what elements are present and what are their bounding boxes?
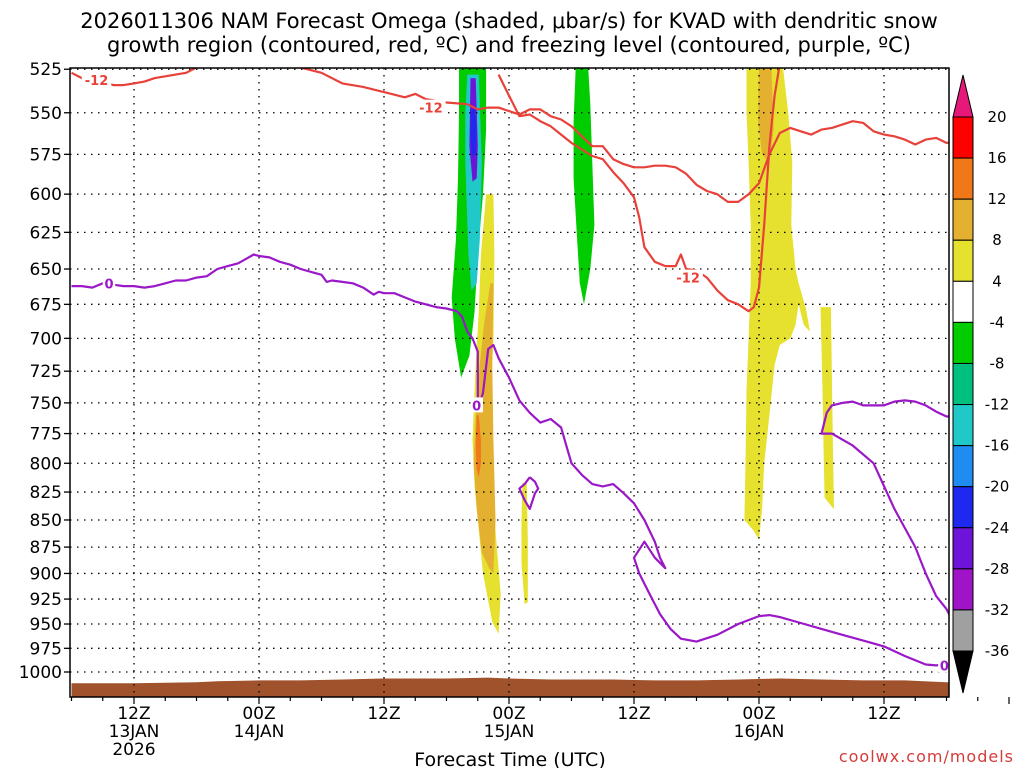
- terrain-layer: [71, 677, 949, 697]
- colorbar-bin-0: [952, 116, 974, 159]
- colorbar-label-0: 20: [987, 108, 1006, 126]
- terrain-fill: [71, 677, 949, 697]
- omega-area-7: [475, 415, 481, 478]
- colorbar-label-5: -4: [990, 313, 1005, 331]
- y-tick-label-700: 700: [30, 329, 62, 349]
- colorbar-label-1: 16: [987, 149, 1006, 167]
- x-tick-label-24-0: 12Z: [367, 704, 400, 724]
- colorbar-label-12: -32: [985, 601, 1010, 619]
- x-tick-label-36-0: 00Z: [492, 704, 525, 724]
- freezing-contour-loop: [820, 399, 949, 666]
- x-tick-label-0-2: 2026: [112, 740, 155, 760]
- contour-label-bg-2: [673, 269, 703, 285]
- x-tick-label-60-1: 16JAN: [734, 722, 785, 742]
- colorbar-bin-8: [952, 445, 974, 488]
- colorbar-bin-3: [952, 239, 974, 282]
- contour-label-1: -12: [419, 102, 443, 117]
- y-tick-label-825: 825: [30, 483, 62, 503]
- colorbar-bin-5: [952, 321, 974, 364]
- contour-label-3: 0: [104, 277, 113, 292]
- contour-label-5: 0: [940, 659, 949, 674]
- y-tick-label-550: 550: [30, 104, 62, 124]
- y-tick-label-675: 675: [30, 295, 62, 315]
- y-tick-label-775: 775: [30, 425, 62, 445]
- colorbar-label-8: -16: [985, 437, 1010, 455]
- colorbar-label-6: -8: [990, 354, 1005, 372]
- colorbar-bin-2: [952, 198, 974, 241]
- colorbar-bin-11: [952, 568, 974, 611]
- x-tick-label-0-1: 13JAN: [109, 722, 160, 742]
- chart-title-line-2: growth region (contoured, red, ºC) and f…: [107, 33, 911, 57]
- x-tick-label-36-1: 15JAN: [484, 722, 535, 742]
- colorbar-bin-10: [952, 527, 974, 570]
- contour-label-2: -12: [676, 272, 700, 287]
- grid-lines: [70, 68, 949, 697]
- omega-area-2: [465, 74, 482, 291]
- colorbar-bin-1: [952, 157, 974, 200]
- y-tick-label-850: 850: [30, 511, 62, 531]
- contour-label-bg-5: [938, 657, 951, 673]
- y-tick-label-525: 525: [30, 60, 62, 80]
- contour-label-bg-1: [416, 99, 446, 115]
- credit-text: coolwx.com/models: [839, 747, 1014, 766]
- omega-area-1: [573, 68, 595, 305]
- x-tick-label-72-0: 12Z: [867, 704, 900, 724]
- colorbar-bin-4: [952, 280, 974, 323]
- x-tick-label-12-1: 14JAN: [234, 722, 285, 742]
- colorbar-label-13: -36: [985, 642, 1010, 660]
- colorbar-label-10: -24: [985, 519, 1010, 537]
- colorbar-bin-7: [952, 404, 974, 447]
- dendritic-contour-upper: [71, 68, 949, 203]
- plot-frame: [69, 67, 950, 698]
- y-tick-label-900: 900: [30, 564, 62, 584]
- chart-title-line-1: 2026011306 NAM Forecast Omega (shaded, μ…: [80, 9, 938, 33]
- x-tick-label-60-0: 00Z: [742, 704, 775, 724]
- omega-area-6: [473, 283, 496, 574]
- y-tick-label-1000: 1000: [19, 663, 62, 683]
- x-tick-label-12-0: 00Z: [242, 704, 275, 724]
- colorbar-top-arrow: [952, 74, 974, 118]
- omega-area-11: [820, 307, 834, 509]
- colorbar-bin-6: [952, 362, 974, 406]
- y-tick-label-725: 725: [30, 362, 62, 382]
- y-tick-label-950: 950: [30, 615, 62, 635]
- colorbar-label-3: 8: [992, 231, 1002, 249]
- contour-labels: -12 -12 -12 0 0 0: [81, 71, 951, 674]
- x-tick-label-48-0: 12Z: [617, 704, 650, 724]
- contour-label-4: 0: [472, 399, 481, 414]
- freezing-contour-main: [71, 253, 947, 667]
- y-tick-label-800: 800: [30, 454, 62, 474]
- y-tick-label-575: 575: [30, 145, 62, 165]
- omega-area-4: [470, 109, 477, 156]
- colorbar-label-11: -28: [985, 560, 1010, 578]
- y-tick-label-925: 925: [30, 590, 62, 610]
- y-tick-label-650: 650: [30, 260, 62, 280]
- colorbar-bin-12: [952, 609, 974, 652]
- x-tick-label-0-0: 12Z: [117, 704, 150, 724]
- colorbar-bottom-arrow: [952, 650, 974, 694]
- freezing-contour-small-loop: [518, 476, 540, 510]
- y-tick-label-750: 750: [30, 394, 62, 414]
- y-axis: 525 550 575 600 625 650 675 700 725 750 775 800 825 8…: [19, 60, 70, 683]
- y-tick-label-600: 600: [30, 185, 62, 205]
- colorbar-label-9: -20: [985, 478, 1010, 496]
- contour-label-bg-0: [81, 71, 112, 87]
- colorbar-bin-9: [952, 486, 974, 529]
- colorbar-label-7: -12: [985, 396, 1010, 414]
- colorbar-label-4: 4: [992, 272, 1002, 290]
- x-axis-title: Forecast Time (UTC): [414, 749, 605, 768]
- contour-label-bg-3: [102, 275, 116, 291]
- contour-label-bg-4: [470, 397, 483, 413]
- y-tick-label-625: 625: [30, 223, 62, 243]
- colorbar-label-2: 12: [987, 190, 1006, 208]
- contour-label-0: -12: [85, 74, 109, 89]
- dendritic-contour-lower: [497, 68, 781, 313]
- y-tick-label-875: 875: [30, 538, 62, 558]
- y-tick-label-975: 975: [30, 639, 62, 659]
- colorbar: 20 16 12 8 4 -4 -8 -12 -16 -20 -24 -28 -32 -36: [952, 74, 1010, 694]
